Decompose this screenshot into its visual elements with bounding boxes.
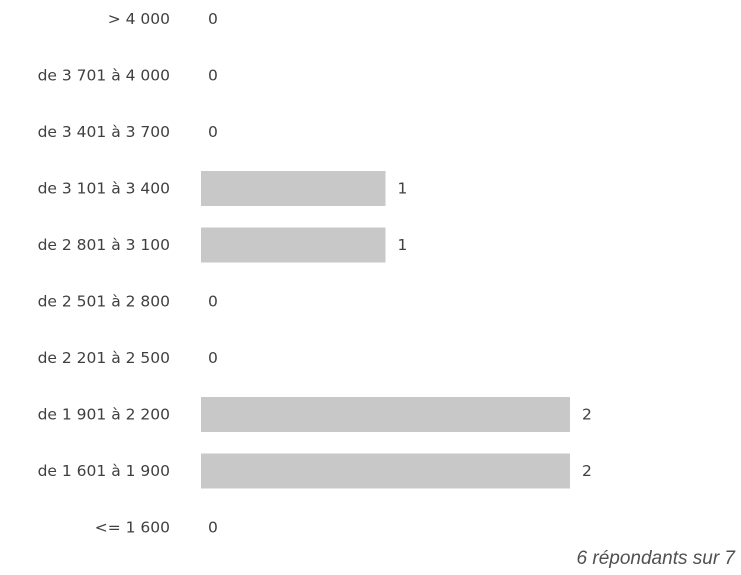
value-label: 0 [208, 123, 218, 141]
bar [201, 453, 570, 489]
category-label: de 2 801 à 3 100 [38, 236, 170, 254]
category-label: de 2 501 à 2 800 [38, 293, 170, 311]
bar [201, 227, 386, 263]
category-label: de 1 601 à 1 900 [38, 462, 170, 480]
category-label: <= 1 600 [95, 519, 170, 537]
value-label: 1 [398, 236, 408, 254]
value-label: 0 [208, 293, 218, 311]
value-label: 0 [208, 10, 218, 28]
bar-chart: > 4 000 0 de 3 701 à 4 000 0 de 3 401 à 3 70… [38, 10, 592, 537]
bar [201, 397, 570, 432]
value-label: 1 [398, 180, 408, 198]
bar [201, 171, 386, 206]
category-label: > 4 000 [108, 10, 170, 28]
category-label: de 2 201 à 2 500 [38, 349, 170, 367]
value-label: 2 [582, 462, 592, 480]
value-label: 0 [208, 349, 218, 367]
category-label: de 1 901 à 2 200 [38, 406, 170, 424]
value-label: 2 [582, 406, 592, 424]
value-label: 0 [208, 519, 218, 537]
category-label: de 3 701 à 4 000 [38, 67, 170, 85]
respondents-note: 6 répondants sur 7 [576, 548, 735, 569]
category-label: de 3 101 à 3 400 [38, 180, 170, 198]
category-label: de 3 401 à 3 700 [38, 123, 170, 141]
value-label: 0 [208, 67, 218, 85]
